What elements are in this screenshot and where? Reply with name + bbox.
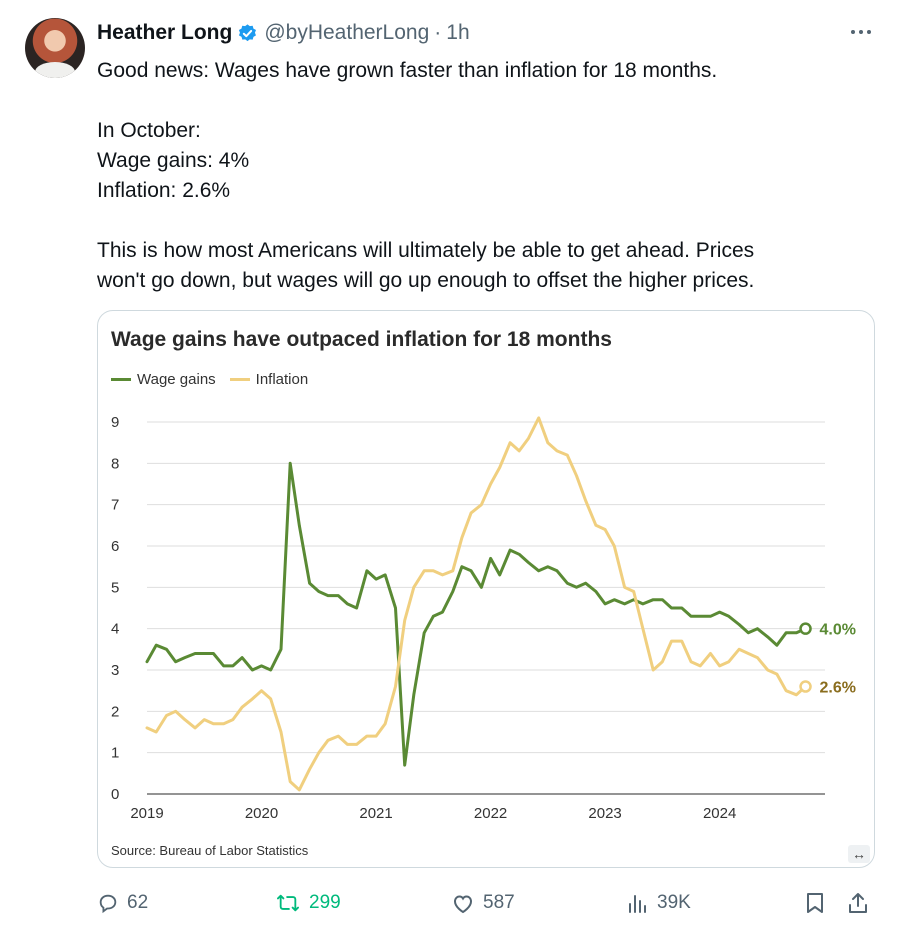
x-tick-label: 2023 xyxy=(588,805,621,822)
views-button[interactable]: 39K xyxy=(627,888,691,918)
tweet-line: won't go down, but wages will go up enou… xyxy=(97,269,755,292)
legend-item-inflation: Inflation xyxy=(229,371,309,388)
tweet-line: This is how most Americans will ultimate… xyxy=(97,239,755,262)
retweet-icon xyxy=(276,894,299,912)
tweet-text: Good news: Wages have grown faster than … xyxy=(97,56,867,296)
end-marker xyxy=(799,680,812,693)
y-tick-label: 0 xyxy=(111,786,119,803)
series-line-inflation xyxy=(145,416,807,792)
like-count: 587 xyxy=(483,892,515,913)
end-value-label: 2.6% xyxy=(820,680,856,697)
x-tick-label: 2021 xyxy=(359,805,392,822)
reply-button[interactable]: 62 xyxy=(97,888,148,918)
y-tick-label: 4 xyxy=(111,621,119,638)
x-tick-label: 2022 xyxy=(474,805,507,822)
legend-label-inflation: Inflation xyxy=(255,371,309,388)
legend-swatch-wage xyxy=(111,378,131,381)
chart-legend: Wage gains Inflation xyxy=(111,371,322,388)
tweet-line: In October: xyxy=(97,119,201,142)
author-name[interactable]: Heather Long xyxy=(97,21,233,44)
chart-source: Source: Bureau of Labor Statistics xyxy=(111,843,309,858)
end-value-label: 4.0% xyxy=(820,622,856,639)
bookmark-button[interactable] xyxy=(804,888,834,918)
verified-badge-icon xyxy=(237,23,258,44)
x-tick-label: 2020 xyxy=(245,805,278,822)
tweet-line: Inflation: 2.6% xyxy=(97,179,231,202)
x-tick-label: 2024 xyxy=(703,805,736,822)
y-tick-label: 6 xyxy=(111,538,119,555)
more-options-icon[interactable] xyxy=(846,22,876,42)
series-line-wage xyxy=(145,461,807,767)
y-tick-label: 9 xyxy=(111,414,119,431)
avatar[interactable] xyxy=(25,18,85,78)
like-icon xyxy=(453,895,473,914)
y-tick-label: 8 xyxy=(111,455,119,472)
reply-icon xyxy=(99,894,117,914)
bookmark-icon xyxy=(807,893,823,913)
share-button[interactable] xyxy=(847,888,877,918)
retweet-count: 299 xyxy=(309,892,341,913)
expand-icon[interactable]: ↔ xyxy=(848,845,870,863)
y-tick-label: 5 xyxy=(111,579,119,596)
tweet-line: Good news: Wages have grown faster than … xyxy=(97,59,718,82)
y-tick-label: 1 xyxy=(111,745,119,762)
reply-count: 62 xyxy=(127,892,149,913)
legend-item-wage: Wage gains xyxy=(111,371,216,388)
chart-title: Wage gains have outpaced inflation for 1… xyxy=(111,328,612,351)
chart-image-card[interactable]: Wage gains have outpaced inflation for 1… xyxy=(97,310,875,868)
tweet-line xyxy=(97,86,867,116)
line-chart: 0 1 2 3 4 5 6 7 8 9 2019 2020 2021 2022 2023 2024 4.0% 2.… xyxy=(111,414,856,822)
share-icon xyxy=(849,893,867,913)
like-button[interactable]: 587 xyxy=(451,888,515,918)
tweet-header: Heather Long @byHeatherLong · 1h xyxy=(97,20,470,46)
legend-label-wage: Wage gains xyxy=(137,371,216,388)
y-tick-label: 3 xyxy=(111,662,119,679)
views-icon xyxy=(629,895,646,913)
author-handle[interactable]: @byHeatherLong xyxy=(264,21,430,44)
tweet-line: Wage gains: 4% xyxy=(97,149,250,172)
retweet-button[interactable]: 299 xyxy=(275,888,341,918)
legend-swatch-inflation xyxy=(229,378,250,381)
y-tick-label: 7 xyxy=(111,497,119,514)
timestamp[interactable]: 1h xyxy=(446,21,470,44)
views-count: 39K xyxy=(657,892,691,913)
tweet-actions: 62 299 587 39K xyxy=(97,888,875,918)
y-tick-label: 2 xyxy=(111,703,119,720)
separator: · xyxy=(434,21,442,44)
x-tick-label: 2019 xyxy=(130,805,163,822)
tweet-line xyxy=(97,206,867,236)
end-marker xyxy=(799,622,812,635)
